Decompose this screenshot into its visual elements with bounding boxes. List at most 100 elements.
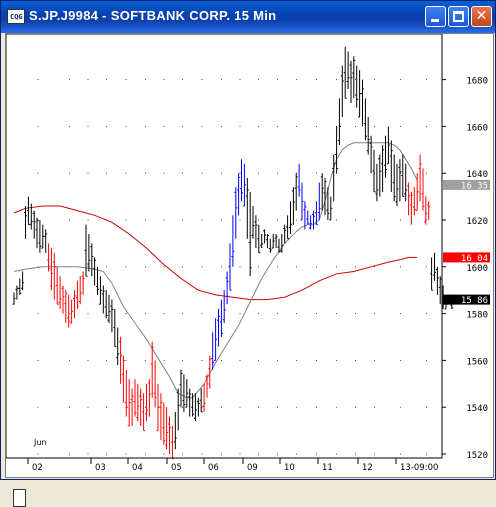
price-bar <box>87 234 91 272</box>
grid-dot <box>106 406 107 408</box>
app-icon-text: CQG <box>10 13 23 21</box>
price-bar <box>297 163 301 197</box>
price-bar <box>274 234 278 249</box>
grid-dot <box>296 219 297 221</box>
title-bar[interactable]: CQG S.JP.J9984 - SOFTBANK CORP. 15 Min ✕ <box>1 1 495 33</box>
grid-dot <box>163 79 165 81</box>
grid-dot <box>355 453 356 455</box>
grid-dot <box>37 313 39 315</box>
grid-dot <box>106 266 107 268</box>
price-bar <box>78 276 82 305</box>
grid-dot <box>316 125 317 127</box>
price-bar <box>369 135 373 174</box>
price-bar <box>251 206 255 239</box>
x-tick-label: 05 <box>171 463 182 473</box>
grid-dot <box>239 406 241 408</box>
price-bar <box>64 290 68 323</box>
grid-dot <box>355 406 356 408</box>
price-bar <box>335 126 339 174</box>
grid-dot <box>258 219 259 221</box>
grid-dot <box>336 359 337 361</box>
grid-dot <box>182 266 183 268</box>
price-bar <box>113 308 117 347</box>
chart-panel[interactable]: 1520 1540 1560 1580 1600 1620 1640 1660 1680 16 3… <box>5 33 494 507</box>
grid-dot <box>106 79 107 81</box>
grid-dot <box>374 79 375 81</box>
grid-dot <box>400 125 401 127</box>
price-bar <box>81 271 85 295</box>
grid-dot <box>69 406 70 408</box>
price-bar <box>435 266 439 295</box>
price-bar <box>75 280 79 309</box>
y-tick-label: 1520 <box>466 451 488 461</box>
minimize-button[interactable] <box>425 6 446 27</box>
price-bar <box>176 388 180 431</box>
price-bar <box>433 252 436 281</box>
price-bar <box>306 210 310 225</box>
price-bar <box>18 278 22 295</box>
price-bar <box>254 215 258 249</box>
price-bar <box>70 299 74 324</box>
grid-dot <box>106 359 107 361</box>
grid-dot <box>87 359 89 361</box>
price-bar <box>219 299 223 337</box>
price-bar <box>404 163 408 202</box>
y-tick-label: 1660 <box>466 123 488 133</box>
price-chart[interactable]: 1520 1540 1560 1580 1600 1620 1640 1660 1680 16 3… <box>6 34 493 477</box>
grid-dot <box>106 453 107 455</box>
price-bar <box>32 210 36 239</box>
grid-dot <box>163 359 165 361</box>
price-bar <box>314 201 318 226</box>
price-bar <box>84 224 88 277</box>
price-bar <box>277 238 281 253</box>
grid-dot <box>221 453 222 455</box>
price-bar <box>41 224 45 249</box>
grid-dot <box>221 359 222 361</box>
grid-dot <box>37 125 39 127</box>
price-bar <box>133 379 137 417</box>
price-bars <box>12 46 454 460</box>
grid-dot <box>201 266 203 268</box>
grid-dot <box>106 125 107 127</box>
price-bar <box>228 243 232 291</box>
price-bar <box>346 51 350 89</box>
maximize-button[interactable] <box>448 6 469 27</box>
grid-dot <box>258 359 259 361</box>
price-bar <box>67 294 71 328</box>
grid-dot <box>316 313 317 315</box>
grid-dot <box>336 313 337 315</box>
grid-dot <box>37 359 39 361</box>
grid-dot <box>426 406 427 408</box>
price-bar <box>15 285 19 300</box>
cqg-app-icon[interactable]: CQG <box>7 9 25 24</box>
grid-dot <box>163 125 165 127</box>
price-bar <box>401 154 405 198</box>
close-button[interactable]: ✕ <box>471 6 492 27</box>
grid-dot <box>258 406 259 408</box>
grid-dot <box>145 266 146 268</box>
price-bar <box>343 46 347 99</box>
price-label-box <box>443 179 490 190</box>
grid-dot <box>277 266 278 268</box>
scroll-corner[interactable] <box>13 489 26 507</box>
grid-dot <box>69 453 70 455</box>
price-bar <box>234 187 238 239</box>
grid-dot <box>221 406 222 408</box>
grid-dot <box>374 406 375 408</box>
grid-dot <box>163 266 165 268</box>
grid-dot <box>400 219 401 221</box>
grid-dot <box>355 313 356 315</box>
price-bar <box>415 173 419 212</box>
grid-dot <box>400 359 401 361</box>
price-bar <box>257 224 261 254</box>
x-tick-label: 03 <box>95 463 106 473</box>
price-bar <box>392 154 396 202</box>
price-bar <box>355 65 359 108</box>
grid-dot <box>182 125 183 127</box>
price-bar <box>127 379 131 427</box>
price-bar <box>222 290 226 323</box>
grid-dot <box>277 359 278 361</box>
price-bar <box>407 182 411 216</box>
grid-dot <box>277 79 278 81</box>
